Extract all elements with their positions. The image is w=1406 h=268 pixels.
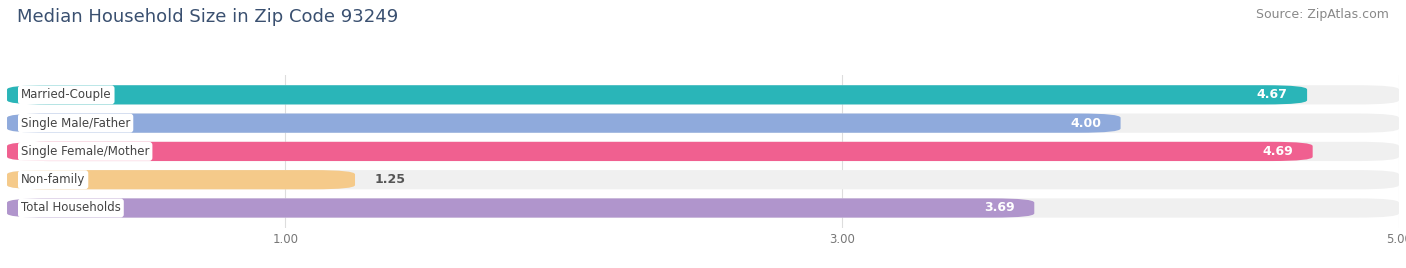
FancyBboxPatch shape (7, 142, 1313, 161)
FancyBboxPatch shape (7, 114, 1121, 133)
Text: Non-family: Non-family (21, 173, 86, 186)
Text: 4.67: 4.67 (1257, 88, 1288, 101)
FancyBboxPatch shape (7, 198, 1035, 218)
Text: Married-Couple: Married-Couple (21, 88, 111, 101)
Text: Single Male/Father: Single Male/Father (21, 117, 131, 130)
Text: 1.25: 1.25 (374, 173, 405, 186)
FancyBboxPatch shape (7, 142, 1399, 161)
Text: Median Household Size in Zip Code 93249: Median Household Size in Zip Code 93249 (17, 8, 398, 26)
Text: Single Female/Mother: Single Female/Mother (21, 145, 149, 158)
Text: 3.69: 3.69 (984, 202, 1015, 214)
FancyBboxPatch shape (7, 170, 354, 189)
FancyBboxPatch shape (7, 85, 1399, 105)
FancyBboxPatch shape (7, 198, 1399, 218)
FancyBboxPatch shape (7, 85, 1308, 105)
FancyBboxPatch shape (7, 114, 1399, 133)
FancyBboxPatch shape (7, 170, 1399, 189)
Text: Source: ZipAtlas.com: Source: ZipAtlas.com (1256, 8, 1389, 21)
Text: Total Households: Total Households (21, 202, 121, 214)
Text: 4.69: 4.69 (1263, 145, 1294, 158)
Text: 4.00: 4.00 (1070, 117, 1101, 130)
